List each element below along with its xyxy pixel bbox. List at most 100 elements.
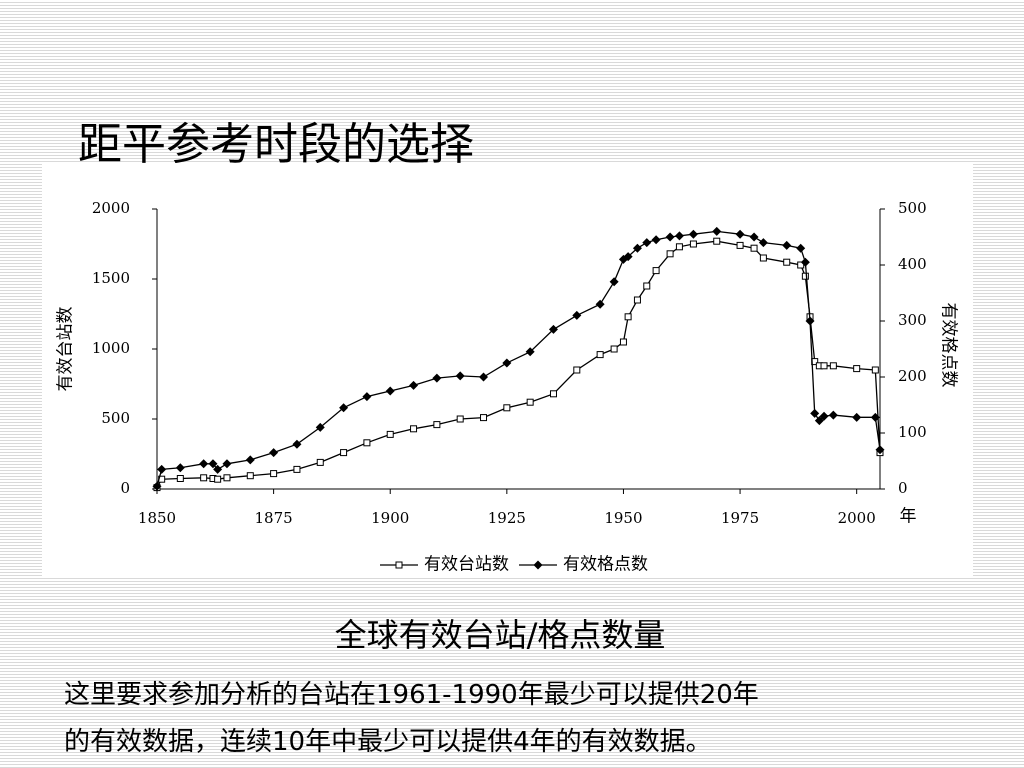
point bbox=[758, 238, 768, 248]
y2-tick-label: 100 bbox=[898, 423, 927, 441]
point bbox=[810, 408, 820, 418]
point bbox=[796, 243, 806, 253]
x-tick-label: 1900 bbox=[371, 509, 409, 527]
note: 这里要求参加分析的台站在1961-1990年最少可以提供20年 的有效数据，连续… bbox=[64, 672, 964, 766]
point bbox=[759, 254, 767, 262]
point bbox=[199, 459, 209, 469]
point bbox=[749, 232, 759, 242]
point bbox=[783, 258, 791, 266]
point bbox=[651, 235, 661, 245]
point bbox=[632, 243, 642, 253]
point bbox=[315, 422, 325, 432]
legend-label: 有效格点数 bbox=[563, 555, 648, 575]
legend-marker bbox=[395, 561, 403, 569]
note-line: 这里要求参加分析的台站在1961-1990年最少可以提供20年 bbox=[64, 680, 759, 710]
point bbox=[339, 403, 349, 413]
point bbox=[572, 310, 582, 320]
point bbox=[200, 474, 208, 482]
point bbox=[596, 351, 604, 359]
point bbox=[549, 390, 557, 398]
point bbox=[385, 386, 395, 396]
point bbox=[609, 277, 619, 287]
point bbox=[666, 250, 674, 258]
point bbox=[340, 449, 348, 457]
point bbox=[176, 475, 184, 482]
point bbox=[665, 232, 675, 242]
point bbox=[829, 362, 837, 370]
point bbox=[750, 244, 758, 252]
point bbox=[386, 430, 394, 438]
point bbox=[675, 243, 683, 251]
y2-axis-label: 有效格点数 bbox=[939, 303, 959, 388]
point bbox=[455, 371, 465, 381]
point bbox=[362, 392, 372, 402]
point bbox=[819, 411, 829, 421]
point bbox=[548, 324, 558, 334]
point bbox=[820, 362, 828, 370]
x-tick-label: 1975 bbox=[721, 509, 759, 527]
point bbox=[270, 470, 278, 478]
y-tick-label: 1500 bbox=[92, 269, 130, 287]
x-tick-label: 1925 bbox=[488, 509, 526, 527]
point bbox=[800, 257, 810, 267]
point bbox=[871, 366, 879, 374]
point bbox=[573, 366, 581, 374]
point bbox=[222, 459, 232, 469]
point bbox=[526, 398, 534, 406]
point bbox=[246, 472, 254, 480]
legend-label: 有效台站数 bbox=[424, 555, 509, 575]
y2-tick-label: 500 bbox=[898, 199, 927, 217]
y2-tick-label: 400 bbox=[898, 255, 927, 273]
point bbox=[652, 267, 660, 275]
point bbox=[689, 240, 697, 248]
point bbox=[801, 272, 809, 280]
point bbox=[624, 313, 632, 321]
note-line: 的有效数据，连续10年中最少可以提供4年的有效数据。 bbox=[64, 727, 712, 757]
y-tick-label: 0 bbox=[120, 479, 130, 497]
point bbox=[208, 459, 218, 469]
point bbox=[214, 475, 222, 483]
point bbox=[712, 226, 722, 236]
point bbox=[814, 416, 824, 426]
x-tick-label: 2000 bbox=[838, 509, 876, 527]
y-tick-label: 500 bbox=[101, 409, 130, 427]
x-tick-label: 1950 bbox=[604, 509, 642, 527]
point bbox=[269, 448, 279, 458]
point bbox=[175, 463, 185, 473]
point bbox=[595, 299, 605, 309]
point bbox=[875, 445, 885, 455]
y2-tick-label: 0 bbox=[898, 479, 908, 497]
x-tick-label: 1850 bbox=[138, 509, 176, 527]
point bbox=[828, 410, 838, 420]
point bbox=[157, 464, 167, 474]
point bbox=[292, 439, 302, 449]
point bbox=[713, 237, 721, 245]
point bbox=[610, 345, 618, 353]
point bbox=[363, 439, 371, 447]
x-tick-label: 1875 bbox=[255, 509, 293, 527]
point bbox=[674, 231, 684, 241]
point bbox=[619, 338, 627, 346]
point bbox=[805, 316, 815, 326]
point bbox=[432, 373, 442, 383]
point bbox=[480, 414, 488, 422]
point bbox=[870, 412, 880, 422]
point bbox=[736, 241, 744, 249]
point bbox=[643, 282, 651, 290]
x-axis-label: 年 bbox=[900, 507, 917, 527]
point bbox=[852, 412, 862, 422]
point bbox=[853, 365, 861, 373]
point bbox=[223, 474, 231, 482]
point bbox=[525, 347, 535, 357]
point bbox=[688, 229, 698, 239]
point bbox=[502, 358, 512, 368]
y-tick-label: 1000 bbox=[92, 339, 130, 357]
legend-marker bbox=[533, 560, 543, 570]
point bbox=[633, 296, 641, 304]
y2-tick-label: 300 bbox=[898, 311, 927, 329]
point bbox=[433, 421, 441, 429]
point bbox=[213, 464, 223, 474]
point bbox=[245, 455, 255, 465]
